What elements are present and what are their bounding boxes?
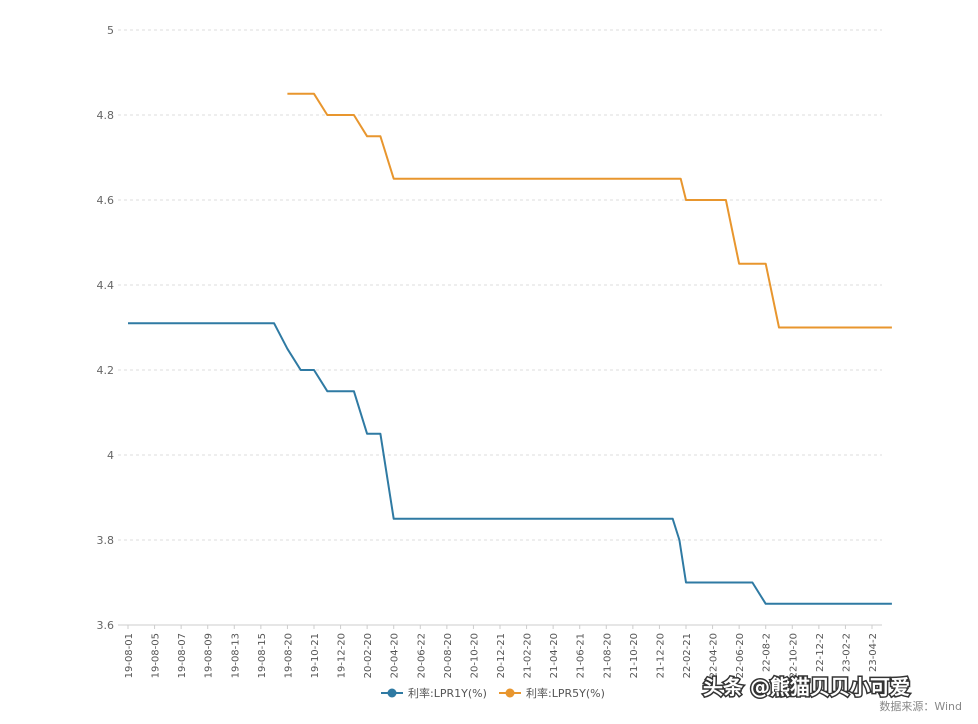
x-tick-label: 21-06-21 — [576, 633, 587, 678]
legend-marker — [505, 688, 515, 698]
legend-item-lpr1y[interactable]: 利率:LPR1Y(%) — [381, 686, 487, 700]
x-tick-label: 19-08-05 — [151, 633, 162, 678]
series-layer — [128, 92, 892, 605]
y-tick-label: 5 — [107, 24, 114, 37]
y-tick-label: 4.6 — [97, 194, 115, 207]
y-tick-label: 3.8 — [97, 534, 115, 547]
y-tick-label: 3.6 — [97, 619, 115, 632]
y-tick-label: 4.2 — [97, 364, 115, 377]
x-tick-label: 23-04-2 — [868, 633, 879, 672]
x-tick-label: 21-10-20 — [629, 633, 640, 678]
x-tick-label: 20-10-20 — [469, 633, 480, 678]
legend-label: 利率:LPR1Y(%) — [408, 686, 487, 700]
x-tick-label: 22-04-20 — [709, 633, 720, 678]
x-tick-label: 19-08-20 — [283, 633, 294, 678]
x-tick-label: 19-08-13 — [230, 633, 241, 678]
x-tick-label: 21-08-20 — [602, 633, 613, 678]
x-tick-label: 21-12-20 — [655, 633, 666, 678]
y-axis: 5 4.8 4.6 4.4 4.2 4 3.8 3.6 — [97, 24, 115, 632]
legend-marker — [387, 688, 397, 698]
x-tick-label: 22-06-20 — [735, 633, 746, 678]
x-tick-label: 19-10-21 — [310, 633, 321, 678]
x-tick-label: 22-08-2 — [762, 633, 773, 672]
x-tick-label: 19-08-01 — [124, 633, 135, 678]
legend-item-lpr5y[interactable]: 利率:LPR5Y(%) — [499, 686, 605, 700]
x-tick-label: 21-02-20 — [523, 633, 534, 678]
grid-layer — [118, 29, 882, 626]
y-tick-label: 4.8 — [97, 109, 115, 122]
x-tick-label: 20-12-21 — [496, 633, 507, 678]
y-tick-label: 4.4 — [97, 279, 115, 292]
watermark-text: 头条 @熊猫贝贝小可爱 — [703, 675, 910, 699]
series-line-lpr5y — [287, 92, 892, 329]
x-tick-label: 20-02-20 — [363, 633, 374, 678]
y-tick-label: 4 — [107, 449, 114, 462]
x-tick-label: 23-02-2 — [841, 633, 852, 672]
x-tick-label: 19-08-07 — [177, 633, 188, 678]
x-tick-label: 22-02-21 — [682, 633, 693, 678]
x-tick-label: 21-04-20 — [549, 633, 560, 678]
legend-label: 利率:LPR5Y(%) — [526, 686, 605, 700]
x-tick-label: 19-08-15 — [257, 633, 268, 678]
x-tick-label: 20-06-22 — [416, 633, 427, 678]
series-line-lpr1y — [128, 322, 892, 605]
x-tick-label: 19-08-09 — [204, 633, 215, 678]
x-tick-label: 22-10-20 — [788, 633, 799, 678]
x-tick-label: 19-12-20 — [337, 633, 348, 678]
x-tick-label: 20-08-20 — [443, 633, 454, 678]
legend[interactable]: 利率:LPR1Y(%) 利率:LPR5Y(%) — [381, 686, 605, 700]
x-tick-label: 22-12-2 — [815, 633, 826, 672]
x-axis: 19-08-01 19-08-05 19-08-07 19-08-09 19-08-13… — [118, 624, 882, 678]
source-note: 数据来源：Wind — [879, 699, 962, 713]
x-tick-label: 20-04-20 — [390, 633, 401, 678]
